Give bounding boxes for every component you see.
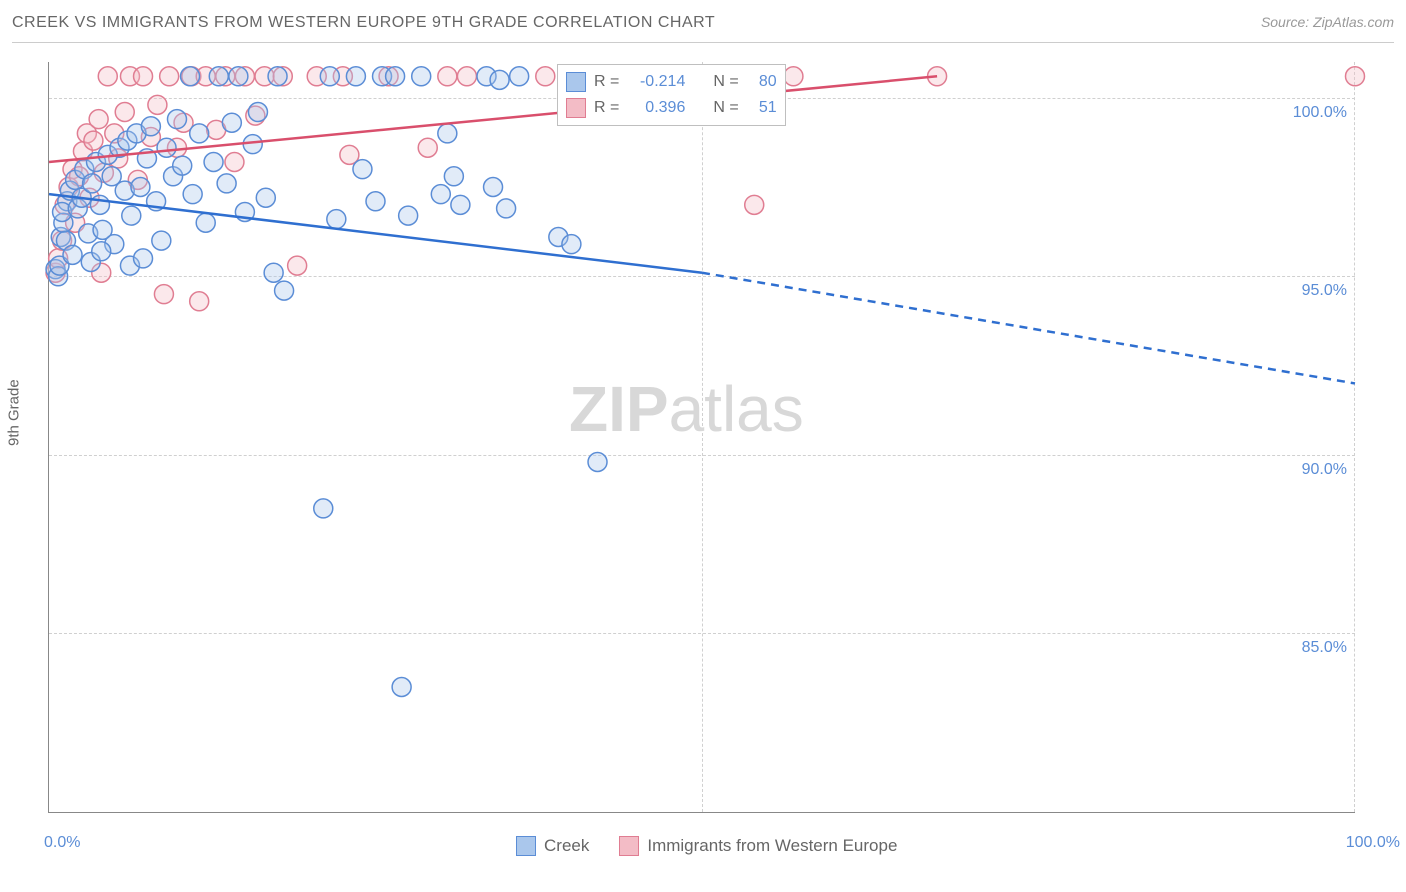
creek-r-value: -0.214: [627, 73, 685, 91]
y-axis-title: 9th Grade: [6, 379, 23, 446]
n-label: N =: [713, 99, 738, 117]
bottom-legend: Creek Immigrants from Western Europe: [516, 836, 897, 856]
title-bar: CREEK VS IMMIGRANTS FROM WESTERN EUROPE …: [12, 14, 1394, 43]
immigrants-n-value: 51: [747, 99, 777, 117]
legend-square-immigrants-icon: [619, 836, 639, 856]
stats-box: R = -0.214 N = 80 R = 0.396 N = 51: [557, 64, 786, 126]
x-tick-label-min: 0.0%: [44, 834, 80, 852]
legend-square-immigrants: [566, 98, 586, 118]
n-label: N =: [713, 73, 738, 91]
stats-row-immigrants: R = 0.396 N = 51: [566, 95, 777, 121]
stats-row-creek: R = -0.214 N = 80: [566, 69, 777, 95]
immigrants-r-value: 0.396: [627, 99, 685, 117]
legend-label-creek: Creek: [544, 836, 589, 856]
chart-svg: [49, 62, 1355, 812]
x-tick-label-max: 100.0%: [1346, 834, 1400, 852]
legend-square-creek: [566, 72, 586, 92]
legend-square-creek-icon: [516, 836, 536, 856]
source-attribution: Source: ZipAtlas.com: [1261, 14, 1394, 30]
plot-area: 85.0%90.0%95.0%100.0% ZIPatlas R = -0.21…: [48, 62, 1355, 813]
creek-n-value: 80: [747, 73, 777, 91]
r-label: R =: [594, 99, 619, 117]
r-label: R =: [594, 73, 619, 91]
chart-title: CREEK VS IMMIGRANTS FROM WESTERN EUROPE …: [12, 14, 715, 31]
legend-label-immigrants: Immigrants from Western Europe: [647, 836, 897, 856]
